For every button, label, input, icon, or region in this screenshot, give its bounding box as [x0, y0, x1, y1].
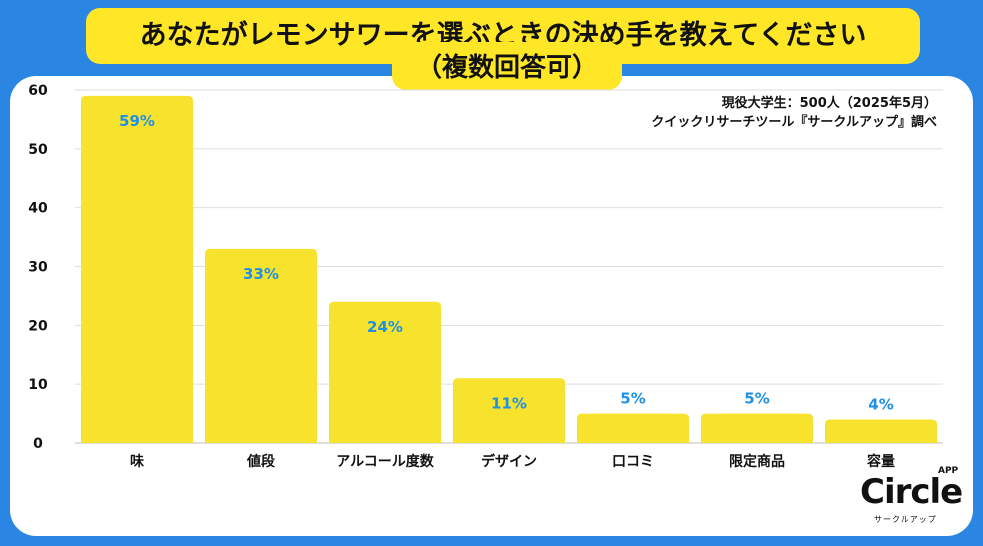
bar	[701, 413, 813, 443]
data-label: 59%	[119, 112, 155, 130]
x-tick-label: アルコール度数	[336, 453, 435, 470]
y-tick-label: 40	[28, 201, 48, 217]
x-tick-label: デザイン	[481, 453, 537, 470]
x-tick-label: 口コミ	[612, 454, 654, 470]
bar	[81, 95, 193, 443]
circle-app-logo: Circle APP サークルアップ	[860, 466, 970, 528]
source-line-1: 現役大学生：500人（2025年5月）	[721, 96, 937, 111]
x-tick-label: 限定商品	[729, 453, 785, 470]
y-tick-label: 0	[33, 436, 43, 452]
bar	[453, 378, 565, 443]
y-tick-label: 30	[28, 260, 48, 276]
data-label: 24%	[367, 318, 403, 336]
data-label: 33%	[243, 265, 279, 283]
x-tick-label: 味	[130, 454, 144, 470]
data-label: 5%	[620, 390, 645, 408]
chart-title: あなたがレモンサワーを選ぶときの決め手を教えてください	[86, 8, 920, 64]
source-note: 現役大学生：500人（2025年5月） クイックリサーチツール『サークルアップ』…	[651, 94, 937, 132]
logo-wordmark: Circle	[860, 472, 963, 512]
logo-kana: サークルアップ	[874, 515, 937, 524]
bar	[329, 301, 441, 443]
logo-app-tag: APP	[938, 466, 959, 476]
y-tick-label: 20	[28, 318, 48, 334]
data-label: 5%	[744, 390, 769, 408]
y-tick-label: 60	[28, 83, 48, 99]
x-tick-label: 容量	[866, 453, 895, 470]
y-tick-label: 50	[28, 142, 48, 158]
y-tick-label: 10	[28, 377, 48, 393]
source-line-2: クイックリサーチツール『サークルアップ』調べ	[651, 115, 937, 130]
x-tick-label: 値段	[246, 453, 275, 470]
bar	[825, 419, 937, 443]
data-label: 4%	[868, 395, 893, 413]
chart-subtitle: （複数回答可）	[392, 42, 622, 90]
data-label: 11%	[491, 394, 527, 412]
bar	[577, 413, 689, 443]
bar	[205, 248, 317, 443]
